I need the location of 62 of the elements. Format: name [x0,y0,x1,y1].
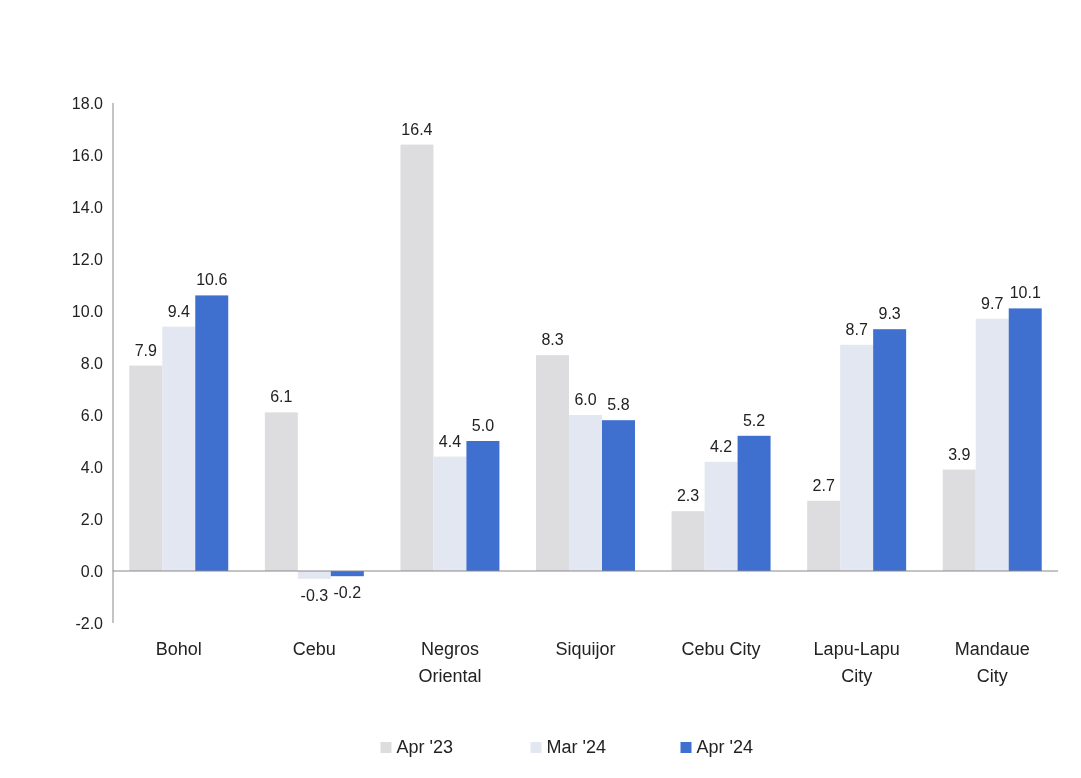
bar [433,456,467,571]
y-tick-label: 4.0 [80,458,104,476]
data-label: -0.3 [300,586,329,604]
legend-label: Mar '24 [546,737,606,757]
data-label: 4.4 [438,432,462,450]
bar [400,144,434,571]
bar [975,318,1009,571]
data-label: 2.7 [812,476,835,494]
x-tick-label: Mandaue City [954,639,1030,686]
data-label: 9.7 [981,294,1004,312]
data-label: 5.8 [607,396,630,414]
bar [536,355,569,571]
bar [569,415,602,571]
bar [671,511,705,571]
data-label: 4.2 [709,437,733,455]
bar [873,329,907,571]
legend-label: Apr '23 [396,737,453,757]
bar [602,420,635,571]
x-tick-label: Lapu-Lapu City [813,639,900,686]
bar [942,469,976,571]
data-label: 2.3 [676,487,700,505]
bar [162,326,196,571]
data-label: 5.2 [742,411,766,429]
bar [807,500,841,571]
y-tick-label: 6.0 [80,406,104,424]
data-label: 9.3 [878,305,901,323]
y-tick-label: 10.0 [71,302,104,320]
y-tick-label: 12.0 [71,250,104,268]
data-label: 3.9 [948,445,971,463]
data-label: 5.0 [471,417,495,434]
data-label: 8.3 [541,331,564,349]
x-tick-label: Bohol [155,639,202,659]
y-tick-label: 0.0 [80,562,104,580]
data-label: 6.1 [270,388,293,406]
bar [466,441,500,571]
y-tick-label: 8.0 [80,354,104,372]
legend-label: Apr '24 [696,737,753,757]
bar [195,295,229,571]
bar [704,461,738,571]
y-tick-label: 18.0 [71,94,104,112]
data-label: 8.7 [845,320,868,338]
bar [1008,308,1042,571]
bar [840,344,874,571]
y-tick-label: 16.0 [71,146,104,164]
bar [264,412,298,571]
x-tick-label: Siquijor [555,639,616,659]
x-tick-label: Cebu City [681,639,761,659]
bar [129,365,163,571]
data-label: -0.2 [333,584,362,602]
y-tick-label: -2.0 [75,614,104,632]
data-label: 10.1 [1009,284,1041,302]
data-label: 7.9 [134,341,157,359]
bar [297,571,331,579]
data-label: 9.4 [167,302,190,320]
bar [737,435,771,571]
y-tick-label: 2.0 [80,510,104,528]
x-tick-label: Negros Oriental [418,639,482,686]
data-label: 16.4 [401,120,433,138]
x-tick-label: Cebu [292,639,336,659]
y-tick-label: 14.0 [71,198,104,216]
data-label: 6.0 [574,391,597,408]
data-label: 10.6 [196,271,228,289]
